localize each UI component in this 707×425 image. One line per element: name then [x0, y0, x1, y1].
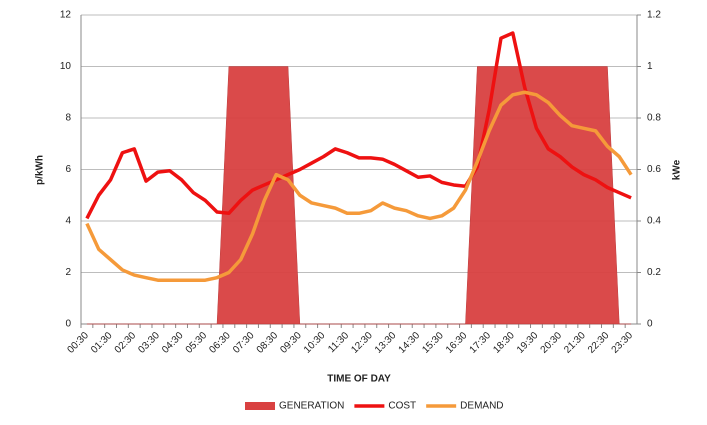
- y2-axis-title: kWe: [672, 159, 683, 180]
- x-tick-label: 16:30: [444, 330, 470, 356]
- x-tick-label: 09:30: [278, 330, 304, 356]
- x-tick-label: 08:30: [255, 330, 281, 356]
- x-tick-label: 04:30: [160, 330, 186, 356]
- x-tick-label: 20:30: [539, 330, 565, 356]
- y-tick-label: 8: [65, 113, 71, 124]
- x-tick-label: 14:30: [397, 330, 423, 356]
- x-tick-label: 11:30: [326, 330, 351, 355]
- area: [86, 66, 632, 325]
- x-tick-label: 06:30: [207, 330, 233, 356]
- x-tick-label: 12:30: [349, 330, 375, 356]
- x-tick-label: 21:30: [562, 330, 588, 356]
- x-tick-label: 17:30: [468, 330, 494, 356]
- line: [85, 31, 632, 220]
- y2-tick-label: 1.2: [647, 10, 661, 21]
- y-tick-label: 0: [65, 319, 71, 330]
- x-tick-label: 07:30: [231, 330, 257, 356]
- y-tick-label: 12: [60, 10, 72, 21]
- x-tick-label: 15:30: [420, 330, 446, 356]
- x-tick-label: 23:30: [610, 330, 636, 356]
- y2-tick-label: 1: [647, 61, 653, 72]
- x-tick-label: 00:30: [65, 330, 91, 356]
- y-tick-label: 4: [65, 216, 71, 227]
- y-tick-label: 6: [65, 164, 71, 175]
- x-tick-label: 10:30: [302, 330, 328, 356]
- y2-tick-label: 0: [647, 319, 653, 330]
- x-tick-label: 18:30: [491, 330, 517, 356]
- legend-label: GENERATION: [279, 401, 344, 412]
- y-tick-label: 10: [60, 61, 72, 72]
- legend-label: COST: [388, 401, 416, 412]
- x-tick-label: 19:30: [515, 330, 541, 356]
- y2-tick-label: 0.4: [647, 216, 661, 227]
- x-tick-label: 02:30: [113, 330, 139, 356]
- y-tick-label: 2: [65, 267, 71, 278]
- legend-swatch: [245, 402, 275, 410]
- legend-label: DEMAND: [460, 401, 503, 412]
- x-tick-label: 01:30: [89, 330, 115, 356]
- y-axis-title: p/kWh: [35, 155, 46, 185]
- x-tick-label: 03:30: [136, 330, 162, 356]
- line: [85, 90, 633, 282]
- x-tick-label: 13:30: [373, 330, 399, 356]
- x-axis-title: TIME OF DAY: [327, 374, 391, 385]
- y2-tick-label: 0.8: [647, 113, 661, 124]
- x-tick-label: 05:30: [184, 330, 210, 356]
- y2-tick-label: 0.6: [647, 164, 661, 175]
- y2-tick-label: 0.2: [647, 267, 661, 278]
- x-tick-label: 22:30: [586, 330, 612, 356]
